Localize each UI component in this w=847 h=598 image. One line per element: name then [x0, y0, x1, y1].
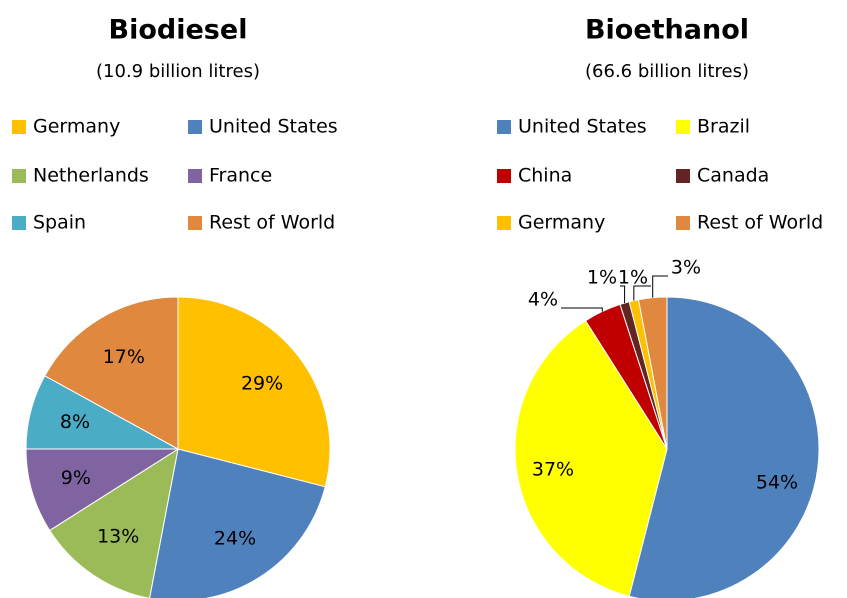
chart-subtitle: (66.6 billion litres): [585, 61, 749, 82]
legend-label: United States: [518, 116, 647, 138]
pie-slice: [177, 296, 331, 488]
legend-swatch: [188, 169, 202, 183]
legend-label: Spain: [33, 212, 86, 234]
pie-slice: [628, 296, 820, 598]
leader-line: [620, 285, 626, 304]
legend-swatch: [497, 120, 511, 134]
data-label: 4%: [528, 289, 558, 311]
pie-slice: [48, 447, 179, 598]
legend-label: United States: [209, 116, 338, 138]
legend-swatch: [497, 169, 511, 183]
legend-label: China: [518, 165, 572, 187]
legend-label: Germany: [518, 212, 605, 234]
data-label: 24%: [214, 527, 256, 549]
data-label: 29%: [241, 372, 283, 394]
data-label: 37%: [532, 459, 574, 481]
legend-swatch: [12, 216, 26, 230]
data-label: 13%: [97, 526, 139, 548]
pie-slice: [25, 448, 180, 532]
data-label: 1%: [587, 267, 617, 289]
legend-swatch: [188, 120, 202, 134]
leader-line: [561, 307, 603, 312]
legend-swatch: [188, 216, 202, 230]
legend-label: Rest of World: [209, 212, 335, 234]
legend-swatch: [676, 216, 690, 230]
legend-swatch: [676, 169, 690, 183]
chart-subtitle: (10.9 billion litres): [96, 61, 260, 82]
legend-swatch: [497, 216, 511, 230]
legend-swatch: [12, 169, 26, 183]
chart-title: Biodiesel: [109, 15, 248, 46]
chart-title: Bioethanol: [585, 15, 749, 46]
legend-label: Netherlands: [33, 165, 149, 187]
legend-swatch: [676, 120, 690, 134]
data-label: 9%: [61, 467, 91, 489]
legend-label: Rest of World: [697, 212, 823, 234]
data-label: 3%: [671, 257, 701, 279]
data-label: 1%: [618, 267, 648, 289]
leader-line: [652, 275, 668, 298]
legend-label: France: [209, 165, 272, 187]
pie-slice: [44, 296, 179, 450]
data-label: 54%: [756, 472, 798, 494]
leader-line: [633, 285, 651, 301]
legend-label: Brazil: [697, 116, 750, 138]
legend-label: Germany: [33, 116, 120, 138]
data-label: 8%: [60, 411, 90, 433]
pie-slice: [149, 448, 326, 598]
data-label: 17%: [103, 346, 145, 368]
legend-swatch: [12, 120, 26, 134]
legend-label: Canada: [697, 165, 769, 187]
